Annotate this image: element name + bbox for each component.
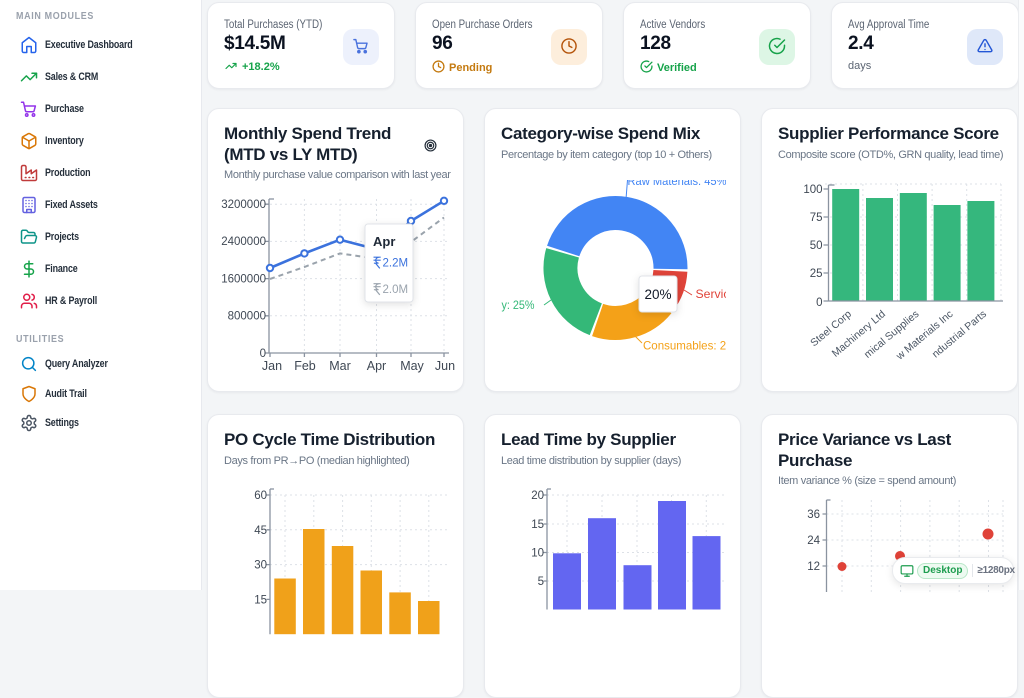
svg-text:3200000: 3200000 (221, 199, 266, 211)
svg-text:2.2M: 2.2M (383, 258, 409, 270)
svg-text:20%: 20% (644, 287, 671, 302)
svg-text:y: 25%: y: 25% (502, 298, 535, 312)
svg-text:50: 50 (810, 240, 823, 252)
svg-text:5: 5 (538, 576, 544, 588)
svg-text:Apr: Apr (373, 234, 395, 249)
svg-text:1600000: 1600000 (221, 273, 266, 285)
svg-text:45: 45 (254, 525, 267, 537)
svg-text:Mar: Mar (329, 359, 351, 373)
svg-text:30: 30 (254, 560, 267, 572)
svg-text:15: 15 (254, 594, 267, 606)
svg-text:60: 60 (254, 490, 267, 502)
svg-text:20: 20 (531, 490, 544, 502)
svg-text:12: 12 (807, 561, 820, 573)
svg-text:24: 24 (807, 535, 820, 547)
svg-text:10: 10 (531, 548, 544, 560)
svg-text:Consumables: 20: Consumables: 20 (643, 339, 726, 353)
svg-text:2400000: 2400000 (221, 236, 266, 248)
svg-text:25: 25 (810, 268, 823, 280)
svg-text:May: May (400, 359, 424, 373)
svg-text:2.0M: 2.0M (383, 284, 409, 296)
svg-text:75: 75 (810, 212, 823, 224)
svg-text:0: 0 (816, 297, 822, 309)
svg-text:Feb: Feb (294, 359, 316, 373)
svg-text:800000: 800000 (228, 311, 266, 323)
svg-text:36: 36 (807, 509, 820, 521)
svg-text:Servic: Servic (696, 287, 727, 301)
svg-text:0: 0 (260, 348, 266, 360)
svg-text:Jan: Jan (262, 359, 282, 373)
svg-text:100: 100 (803, 184, 822, 196)
svg-text:15: 15 (531, 519, 544, 531)
svg-text:Apr: Apr (367, 359, 386, 373)
svg-text:Jun: Jun (435, 359, 455, 373)
